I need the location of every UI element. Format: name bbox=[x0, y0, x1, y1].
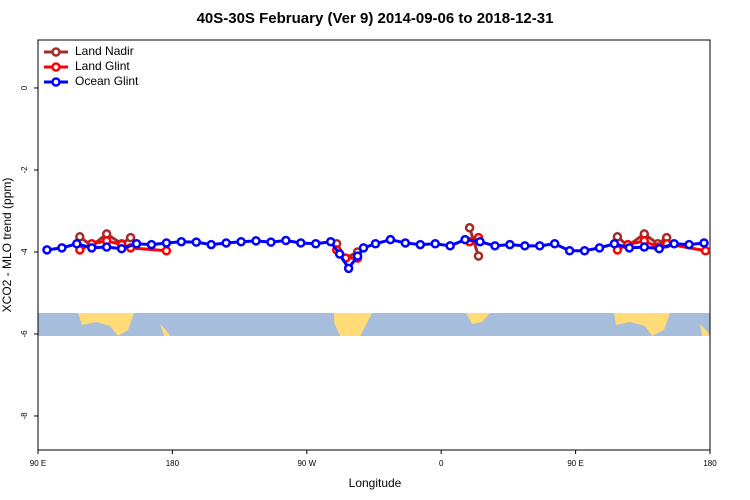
land-shape bbox=[700, 324, 710, 336]
data-point bbox=[131, 239, 142, 249]
data-point bbox=[535, 241, 545, 251]
x-tick-label: 90 E bbox=[30, 459, 46, 468]
data-point bbox=[490, 241, 500, 251]
data-point bbox=[161, 238, 172, 248]
y-tick-label: -2 bbox=[20, 166, 29, 174]
land-shape bbox=[334, 313, 372, 336]
map-strip bbox=[38, 313, 710, 336]
y-tick-label: -4 bbox=[20, 248, 29, 256]
data-point bbox=[343, 263, 354, 274]
data-point bbox=[370, 239, 381, 249]
x-tick-label: 180 bbox=[703, 459, 717, 468]
data-point bbox=[101, 242, 112, 252]
data-point bbox=[125, 232, 136, 243]
data-point bbox=[57, 243, 67, 253]
data-point bbox=[654, 243, 664, 254]
data-point bbox=[460, 234, 470, 245]
land-shape bbox=[78, 313, 134, 336]
legend-label: Land Nadir bbox=[75, 44, 134, 58]
data-point bbox=[146, 239, 157, 250]
land-shape bbox=[160, 324, 170, 336]
chart-title: 40S-30S February (Ver 9) 2014-09-06 to 2… bbox=[197, 10, 554, 27]
data-point bbox=[221, 238, 231, 248]
data-point bbox=[176, 236, 187, 247]
data-point bbox=[475, 236, 485, 247]
data-point bbox=[549, 239, 560, 249]
data-point bbox=[42, 245, 52, 255]
data-point bbox=[700, 245, 711, 256]
data-point bbox=[161, 245, 172, 256]
data-point bbox=[311, 239, 321, 249]
ocean-band bbox=[38, 313, 710, 336]
data-point bbox=[594, 243, 605, 253]
data-point bbox=[385, 234, 396, 245]
data-point bbox=[266, 237, 276, 247]
data-point bbox=[116, 243, 127, 254]
legend-marker bbox=[51, 47, 61, 57]
data-point bbox=[699, 238, 709, 248]
data-point bbox=[415, 239, 426, 250]
legend-label: Land Glint bbox=[75, 59, 130, 73]
x-tick-label: 90 E bbox=[567, 459, 583, 468]
y-tick-label: -8 bbox=[20, 412, 29, 420]
data-point bbox=[684, 239, 694, 250]
data-point bbox=[669, 239, 679, 249]
data-point bbox=[464, 223, 475, 233]
data-point bbox=[206, 239, 216, 250]
data-point bbox=[191, 237, 202, 247]
data-point bbox=[579, 245, 590, 256]
land-shape bbox=[466, 313, 490, 324]
data-point bbox=[520, 241, 530, 251]
data-point bbox=[296, 238, 306, 248]
y-tick-label: -6 bbox=[20, 330, 29, 338]
x-tick-label: 90 W bbox=[297, 459, 316, 468]
x-axis-label: Longitude bbox=[349, 476, 402, 490]
y-tick-label: 0 bbox=[20, 85, 29, 90]
legend-marker bbox=[51, 62, 61, 72]
x-tick-label: 0 bbox=[439, 459, 444, 468]
legend-marker bbox=[51, 77, 61, 87]
data-point bbox=[334, 249, 345, 259]
data-point bbox=[251, 236, 261, 246]
data-point bbox=[473, 251, 484, 261]
data-point bbox=[236, 236, 246, 247]
land-shape bbox=[614, 313, 670, 336]
data-point bbox=[445, 241, 455, 251]
data-point bbox=[564, 245, 575, 256]
data-point bbox=[325, 236, 336, 247]
data-point bbox=[624, 243, 635, 253]
data-point bbox=[72, 239, 82, 249]
data-point bbox=[639, 242, 650, 252]
y-axis-label: XCO2 - MLO trend (ppm) bbox=[0, 178, 14, 313]
data-point bbox=[352, 251, 363, 261]
x-tick-label: 180 bbox=[166, 459, 180, 468]
data-point bbox=[400, 238, 411, 248]
data-point bbox=[358, 243, 369, 253]
data-point bbox=[609, 239, 620, 249]
data-point bbox=[505, 239, 515, 250]
legend-label: Ocean Glint bbox=[75, 74, 139, 88]
data-point bbox=[87, 243, 97, 253]
data-point bbox=[430, 239, 440, 249]
plot-frame bbox=[37, 39, 711, 451]
data-point bbox=[281, 235, 291, 246]
